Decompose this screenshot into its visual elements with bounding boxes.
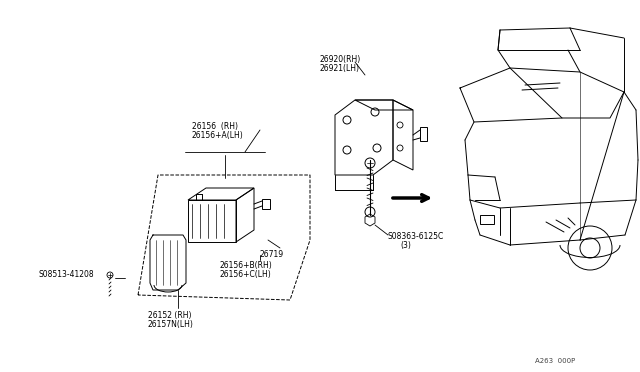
Text: 26920(RH): 26920(RH): [320, 55, 361, 64]
Bar: [420, 127, 427, 141]
Text: A263  000P: A263 000P: [535, 358, 575, 364]
Bar: [188, 200, 236, 242]
Text: 26719: 26719: [260, 250, 284, 259]
Text: 26921(LH): 26921(LH): [320, 64, 360, 73]
Text: 26156+C(LH): 26156+C(LH): [220, 270, 272, 279]
Bar: [262, 199, 270, 209]
Text: 26156  (RH): 26156 (RH): [192, 122, 238, 131]
Bar: [480, 215, 494, 224]
Text: (3): (3): [400, 241, 411, 250]
Text: S08363-6125C: S08363-6125C: [388, 232, 444, 241]
Text: 26156+A(LH): 26156+A(LH): [192, 131, 244, 140]
Text: S08513-41208: S08513-41208: [38, 270, 93, 279]
Text: 26156+B(RH): 26156+B(RH): [220, 261, 273, 270]
Text: 26152 (RH): 26152 (RH): [148, 311, 191, 320]
Text: 26157N(LH): 26157N(LH): [148, 320, 194, 329]
